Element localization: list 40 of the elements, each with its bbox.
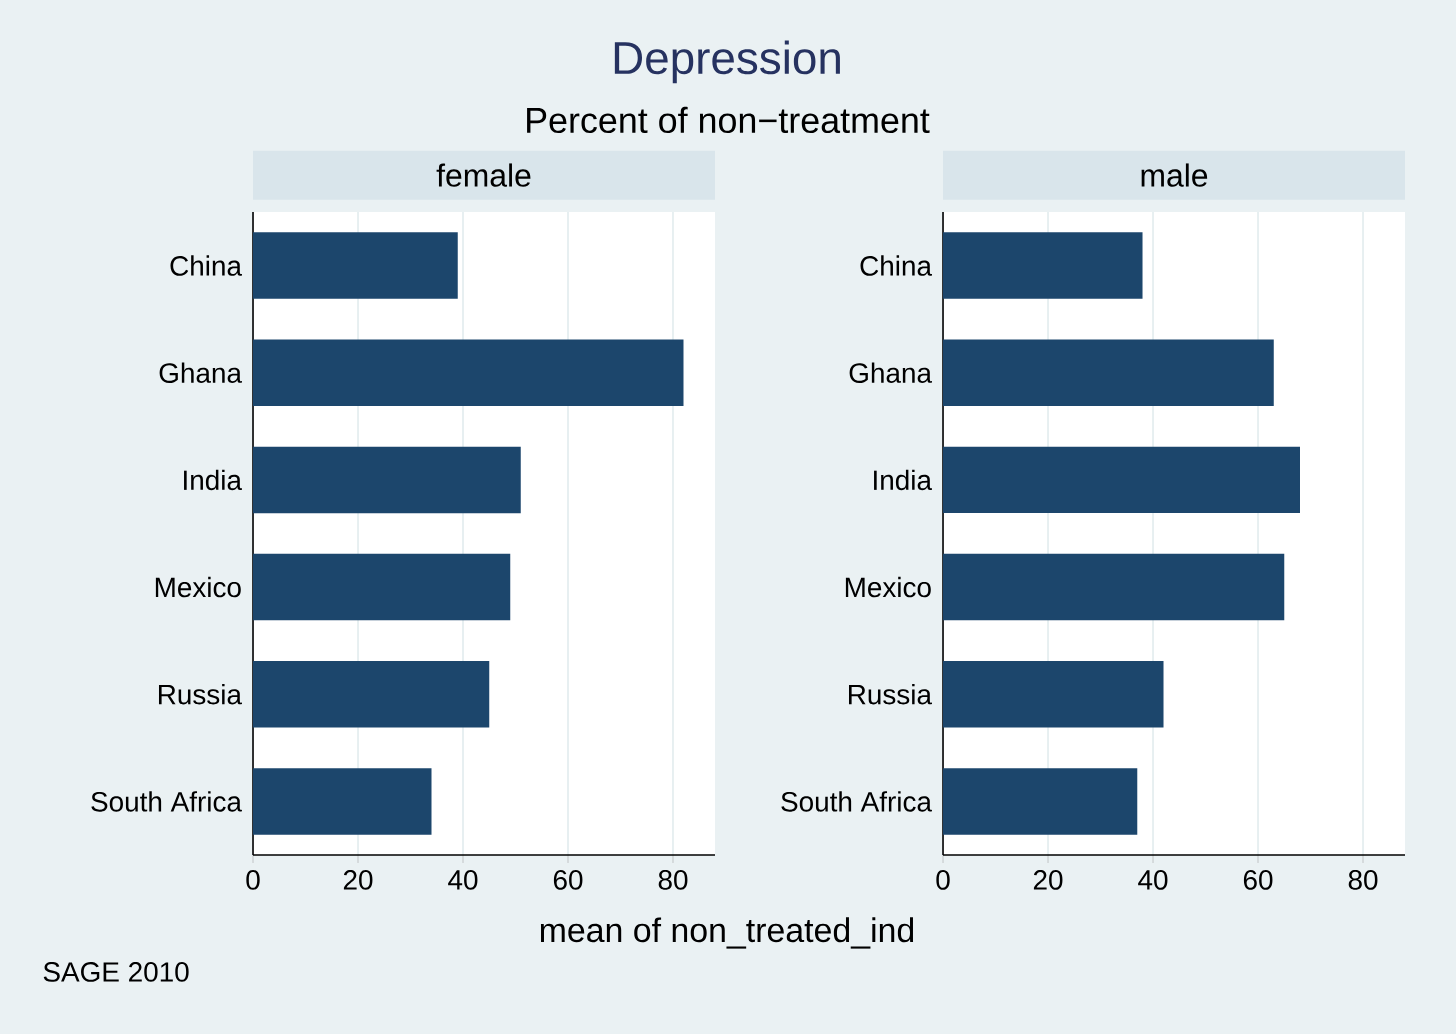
y-tick-label: China <box>170 255 242 276</box>
y-tick-label: Ghana <box>159 362 242 383</box>
y-tick-label: South Africa <box>781 791 932 812</box>
chart-title: male <box>1141 163 1208 187</box>
bar <box>943 768 1138 835</box>
bar <box>253 232 458 299</box>
y-tick-label: South Africa <box>91 791 242 812</box>
x-tick-label: 60 <box>1243 870 1273 890</box>
bar <box>253 768 432 835</box>
x-tick-label: 40 <box>1138 870 1168 890</box>
chart-title: female <box>436 163 531 187</box>
x-tick-label: 0 <box>936 870 950 890</box>
x-tick-label: 20 <box>343 870 373 890</box>
x-tick-label: 80 <box>658 870 688 890</box>
x-tick-label: 0 <box>246 870 260 890</box>
x-tick-label: 80 <box>1348 870 1378 890</box>
y-tick-label: Mexico <box>155 576 241 598</box>
bar <box>943 339 1274 406</box>
bar <box>943 553 1285 621</box>
y-tick-label: Mexico <box>845 576 931 598</box>
bar <box>943 661 1164 728</box>
y-tick-label: India <box>874 469 932 491</box>
y-tick-label: India <box>184 469 242 491</box>
x-tick-label: 40 <box>448 870 478 890</box>
y-tick-label: Russia <box>849 683 932 705</box>
y-tick-label: Russia <box>158 683 242 705</box>
bar <box>253 339 684 406</box>
bar <box>253 661 490 728</box>
x-tick-label: 60 <box>553 870 583 890</box>
bar <box>253 446 521 514</box>
x-tick-label: 20 <box>1033 870 1063 890</box>
text: Percent of non−treatment <box>527 106 930 134</box>
bar <box>943 232 1143 299</box>
y-tick-label: China <box>860 255 932 276</box>
text: SAGE 2010 <box>43 962 189 982</box>
x-axis-title: mean of non_treated_ind <box>540 917 914 949</box>
bar <box>943 446 1301 514</box>
y-tick-label: Ghana <box>849 362 932 383</box>
bar <box>253 553 511 621</box>
text: Depression <box>614 40 840 84</box>
